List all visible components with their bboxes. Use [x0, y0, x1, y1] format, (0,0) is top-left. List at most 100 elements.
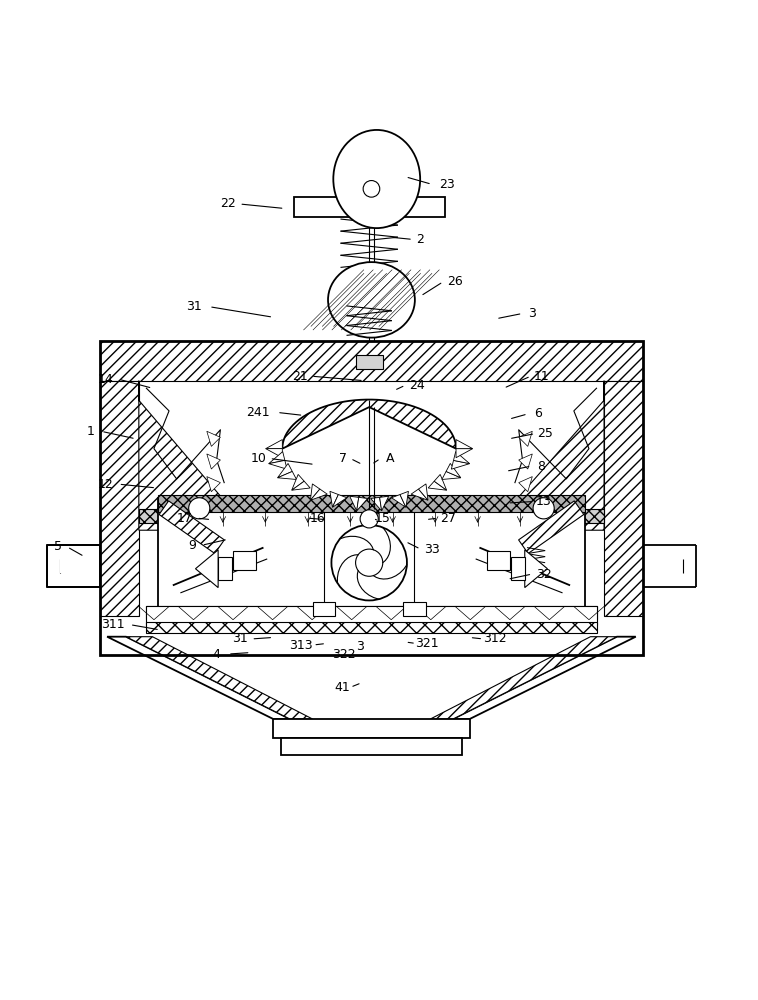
Polygon shape: [518, 431, 532, 446]
Polygon shape: [525, 550, 547, 588]
Polygon shape: [333, 495, 347, 507]
Polygon shape: [453, 452, 470, 464]
Bar: [312, 602, 335, 616]
Text: 313: 313: [289, 639, 312, 652]
Text: 321: 321: [415, 637, 439, 650]
Bar: [146, 606, 597, 625]
Circle shape: [189, 498, 210, 519]
Text: 322: 322: [333, 648, 356, 661]
Text: 11: 11: [534, 370, 550, 383]
Polygon shape: [266, 440, 282, 449]
Circle shape: [356, 549, 383, 576]
Polygon shape: [453, 637, 636, 719]
Text: 12: 12: [98, 478, 114, 491]
Text: 27: 27: [440, 512, 456, 525]
Polygon shape: [442, 471, 461, 479]
Text: 6: 6: [534, 407, 541, 420]
Polygon shape: [456, 440, 473, 449]
Polygon shape: [99, 381, 139, 616]
Bar: [356, 355, 383, 369]
Polygon shape: [292, 474, 304, 490]
Text: 41: 41: [335, 681, 351, 694]
Polygon shape: [434, 474, 446, 490]
Text: 15: 15: [375, 512, 390, 525]
Bar: [274, 719, 470, 738]
Polygon shape: [496, 381, 604, 530]
Polygon shape: [282, 400, 456, 449]
Polygon shape: [207, 477, 221, 492]
Polygon shape: [380, 496, 389, 511]
Polygon shape: [451, 460, 470, 469]
Text: 14: 14: [98, 373, 114, 386]
Circle shape: [363, 181, 380, 197]
Bar: [487, 551, 509, 570]
Circle shape: [331, 525, 407, 600]
Text: 23: 23: [439, 178, 455, 191]
Text: 33: 33: [424, 543, 440, 556]
Polygon shape: [330, 491, 338, 507]
Text: 3: 3: [356, 640, 364, 653]
Text: 17: 17: [176, 512, 192, 525]
Text: 13: 13: [536, 495, 552, 508]
Bar: [99, 341, 644, 655]
Bar: [280, 738, 462, 755]
Text: 241: 241: [246, 406, 270, 419]
Text: 21: 21: [292, 370, 308, 383]
Bar: [293, 197, 445, 217]
Polygon shape: [277, 463, 293, 478]
Bar: [218, 557, 232, 580]
Polygon shape: [357, 497, 368, 511]
Bar: [146, 622, 597, 633]
Text: 24: 24: [409, 379, 424, 392]
Bar: [146, 606, 597, 619]
Polygon shape: [292, 481, 310, 490]
Polygon shape: [446, 463, 461, 478]
Text: 5: 5: [54, 540, 62, 553]
Text: 311: 311: [102, 618, 125, 631]
Polygon shape: [207, 431, 221, 446]
Polygon shape: [411, 489, 428, 500]
Polygon shape: [207, 454, 221, 469]
Polygon shape: [196, 550, 218, 588]
Polygon shape: [269, 460, 287, 469]
Bar: [158, 495, 585, 512]
Bar: [99, 341, 644, 381]
Text: 16: 16: [309, 512, 325, 525]
Polygon shape: [107, 637, 290, 719]
Text: 25: 25: [537, 427, 553, 440]
Polygon shape: [418, 484, 428, 500]
Ellipse shape: [334, 130, 420, 228]
Text: 8: 8: [537, 460, 545, 473]
Polygon shape: [371, 497, 382, 511]
Bar: [139, 509, 604, 523]
Bar: [233, 551, 256, 570]
Ellipse shape: [328, 262, 415, 338]
Polygon shape: [311, 484, 320, 500]
Text: 10: 10: [250, 452, 266, 465]
Circle shape: [533, 498, 554, 519]
Text: 4: 4: [213, 648, 221, 661]
Polygon shape: [277, 471, 296, 479]
Text: 1: 1: [86, 425, 95, 438]
Text: 9: 9: [188, 539, 196, 552]
Polygon shape: [428, 481, 446, 490]
Polygon shape: [126, 637, 312, 719]
Text: 31: 31: [186, 300, 202, 313]
Polygon shape: [431, 637, 617, 719]
Text: 26: 26: [446, 275, 462, 288]
Bar: [47, 545, 99, 587]
Polygon shape: [400, 491, 409, 507]
Polygon shape: [349, 496, 359, 511]
Polygon shape: [139, 381, 243, 530]
Polygon shape: [518, 501, 584, 553]
Bar: [403, 602, 426, 616]
Text: 31: 31: [232, 632, 248, 645]
Polygon shape: [311, 489, 327, 500]
Polygon shape: [518, 477, 532, 492]
Text: 32: 32: [536, 568, 552, 581]
Polygon shape: [266, 449, 282, 458]
Bar: [511, 557, 525, 580]
Circle shape: [360, 510, 378, 528]
Text: 3: 3: [528, 307, 536, 320]
Polygon shape: [391, 495, 406, 507]
